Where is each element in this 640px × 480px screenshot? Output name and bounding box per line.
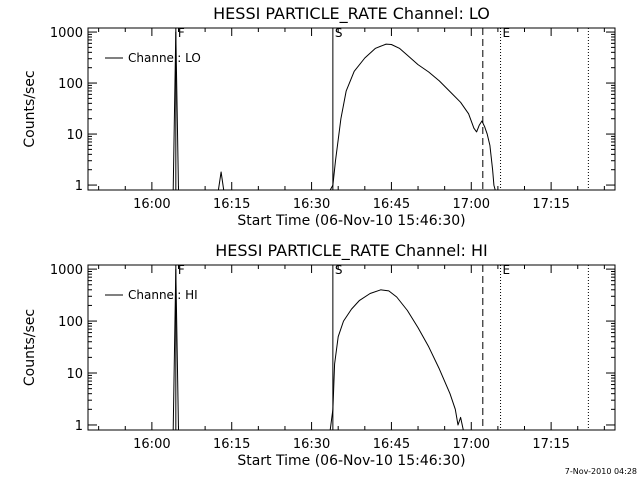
plot-generation-timestamp: 7-Nov-2010 04:28	[565, 467, 637, 476]
hi-channel-panel: HESSI PARTICLE_RATE Channel: HI Start Tim…	[22, 241, 616, 469]
lo-x-tick-label: 16:15	[213, 197, 250, 212]
hi-x-tick-label: 17:15	[532, 437, 569, 452]
hi-y-axis-label: Counts/sec	[22, 309, 38, 386]
lo-x-tick-label: 17:00	[453, 197, 490, 212]
lo-channel-panel: HESSI PARTICLE_RATE Channel: LO Start Tim…	[22, 4, 616, 229]
lo-x-tick-label: 16:00	[133, 197, 170, 212]
lo-y-tick-label: 10	[66, 128, 83, 143]
hi-legend-label: Channel: HI	[128, 288, 198, 302]
lo-series-line	[88, 31, 496, 191]
lo-x-tick-label: 16:30	[293, 197, 330, 212]
lo-x-tick-label: 17:15	[532, 197, 569, 212]
hi-x-tick-label: 16:30	[293, 437, 330, 452]
lo-marker-label-f: F	[178, 26, 185, 40]
lo-chart-title: HESSI PARTICLE_RATE Channel: LO	[213, 4, 490, 24]
lo-y-tick-label: 100	[58, 77, 83, 92]
lo-legend-label: Channel: LO	[128, 51, 201, 65]
hi-x-axis-label: Start Time (06-Nov-10 15:46:30)	[237, 453, 465, 469]
hi-x-tick-label: 17:00	[453, 437, 490, 452]
hi-y-tick-label: 100	[58, 315, 83, 330]
lo-plot-frame	[87, 27, 616, 191]
lo-marker-label-s: S	[335, 26, 343, 40]
hi-y-tick-label: 1	[75, 419, 83, 434]
hi-chart-title: HESSI PARTICLE_RATE Channel: HI	[215, 241, 488, 261]
hi-series-line	[88, 268, 464, 431]
hi-x-tick-label: 16:15	[213, 437, 250, 452]
hi-plot-frame	[87, 264, 616, 431]
lo-y-tick-label: 1000	[50, 26, 83, 41]
hi-marker-label-f: F	[178, 263, 185, 277]
hi-y-tick-label: 10	[66, 367, 83, 382]
hi-x-tick-label: 16:00	[133, 437, 170, 452]
hi-marker-label-s: S	[335, 263, 343, 277]
hi-marker-label-e: E	[503, 263, 511, 277]
lo-x-tick-label: 16:45	[373, 197, 410, 212]
hi-y-tick-label: 1000	[50, 263, 83, 278]
hi-x-tick-label: 16:45	[373, 437, 410, 452]
lo-marker-label-e: E	[503, 26, 511, 40]
lo-y-axis-label: Counts/sec	[22, 70, 38, 147]
lo-x-axis-label: Start Time (06-Nov-10 15:46:30)	[237, 213, 465, 229]
lo-y-tick-label: 1	[75, 179, 83, 194]
